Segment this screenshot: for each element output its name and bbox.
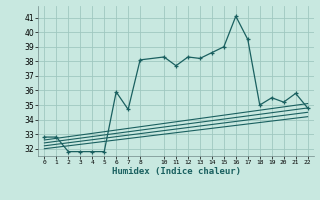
X-axis label: Humidex (Indice chaleur): Humidex (Indice chaleur) [111, 167, 241, 176]
